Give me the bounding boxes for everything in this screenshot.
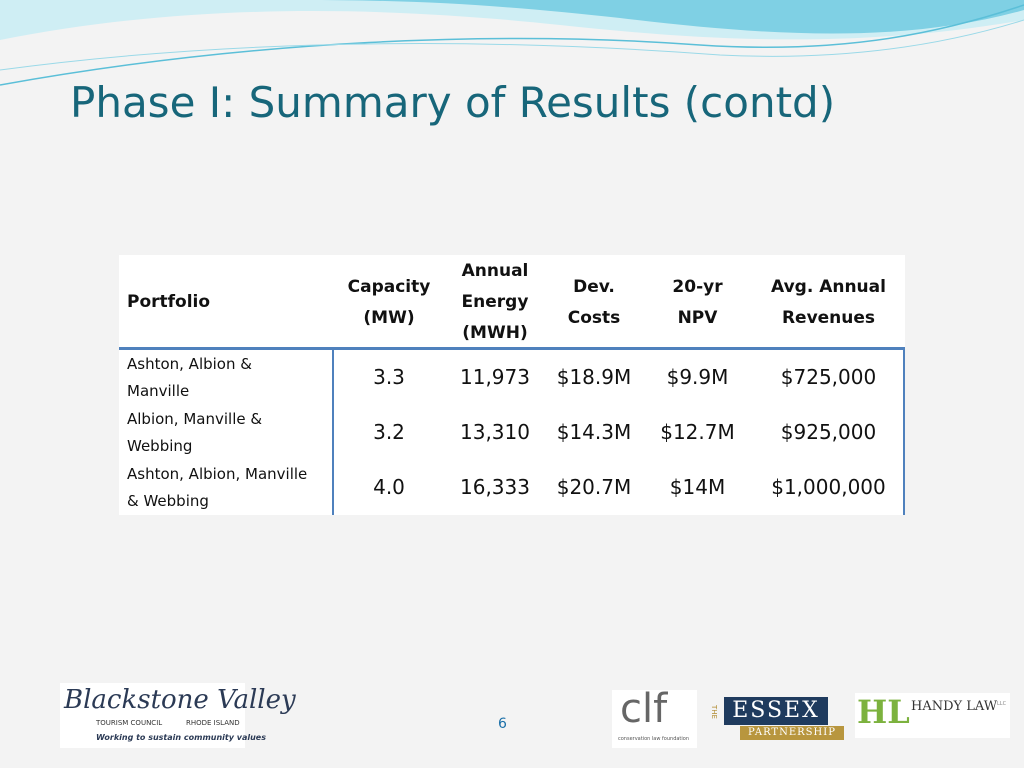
cell-line: Revenues xyxy=(781,307,876,328)
table-cell: 3.3 xyxy=(373,365,405,389)
logo-handy: HL HANDY LAW LLC xyxy=(855,693,1010,738)
logo-text: ESSEX xyxy=(724,697,828,725)
logo-text: TOURISM COUNCIL xyxy=(96,719,163,727)
logo-blackstone: Blackstone Valley TOURISM COUNCIL RHODE … xyxy=(60,683,296,748)
logo-essex: THE ESSEX PARTNERSHIP xyxy=(710,697,845,742)
cell-line: Manville xyxy=(127,381,190,400)
wave-decoration xyxy=(0,0,1024,86)
logo-text: THE xyxy=(710,705,718,719)
table-cell: $9.9M xyxy=(666,365,729,389)
logo-text: LLC xyxy=(997,701,1007,707)
cell-line: Capacity xyxy=(347,276,431,297)
cell-line: Avg. Annual xyxy=(771,276,886,297)
cell-line: 20-yr xyxy=(672,276,723,297)
column-border xyxy=(332,350,334,515)
cell-line: Energy xyxy=(461,292,529,312)
cell-line: Ashton, Albion, Manville xyxy=(127,464,308,483)
table-cell: 3.2 xyxy=(373,420,405,444)
column-border xyxy=(903,350,905,515)
results-table: Portfolio Capacity (MW) Annual Energy (MWH) De… xyxy=(119,255,905,515)
header-cell: Annual Energy (MWH) xyxy=(445,255,545,350)
table-cell: $925,000 xyxy=(780,420,877,444)
table-cell: $1,000,000 xyxy=(771,475,886,499)
table-cell: 11,973 xyxy=(460,365,530,389)
header-border xyxy=(119,347,905,350)
cell-line: Annual xyxy=(461,261,529,281)
table-cell: 16,333 xyxy=(460,475,530,499)
logo-text: Blackstone Valley xyxy=(64,685,296,715)
row-label: Ashton, Albion & Manville xyxy=(119,350,333,405)
logo-text: clf xyxy=(620,686,668,732)
logo-clf: clf conservation law foundation xyxy=(612,686,697,748)
row-label: Albion, Manville & Webbing xyxy=(119,405,333,460)
cell-line: Ashton, Albion & xyxy=(127,354,252,373)
cell-line: Albion, Manville & xyxy=(127,409,263,428)
cell-line: Dev. xyxy=(573,276,615,297)
cell-line: NPV xyxy=(677,307,718,328)
cell-line: & Webbing xyxy=(127,491,209,510)
logo-text: HL xyxy=(857,693,910,731)
cell-line: Costs xyxy=(567,307,621,328)
cell-line: (MW) xyxy=(363,307,415,328)
table-cell: 13,310 xyxy=(460,420,530,444)
cell-line: (MWH) xyxy=(462,323,528,343)
row-label: Ashton, Albion, Manville & Webbing xyxy=(119,460,333,515)
cell-line: Webbing xyxy=(127,436,193,455)
logo-text: RHODE ISLAND xyxy=(186,719,240,727)
header-cell: Dev. Costs xyxy=(545,255,643,350)
table-cell: 4.0 xyxy=(373,475,405,499)
table-cell: $18.9M xyxy=(556,365,632,389)
table-cell: $12.7M xyxy=(660,420,735,444)
slide-title: Phase I: Summary of Results (contd) xyxy=(70,78,836,127)
table-cell: $20.7M xyxy=(556,475,632,499)
page-number: 6 xyxy=(498,716,507,732)
table-cell: $14M xyxy=(669,475,726,499)
header-cell: 20-yr NPV xyxy=(643,255,752,350)
logo-text: HANDY LAW xyxy=(911,699,998,714)
cell-line: Portfolio xyxy=(127,292,211,312)
table-cell: $725,000 xyxy=(780,365,877,389)
logo-text: conservation law foundation xyxy=(618,736,690,742)
header-cell: Portfolio xyxy=(119,255,333,350)
logo-text: PARTNERSHIP xyxy=(740,726,844,740)
header-cell: Avg. Annual Revenues xyxy=(752,255,905,350)
logo-text: Working to sustain community values xyxy=(96,733,266,742)
table-cell: $14.3M xyxy=(556,420,632,444)
header-cell: Capacity (MW) xyxy=(333,255,445,350)
